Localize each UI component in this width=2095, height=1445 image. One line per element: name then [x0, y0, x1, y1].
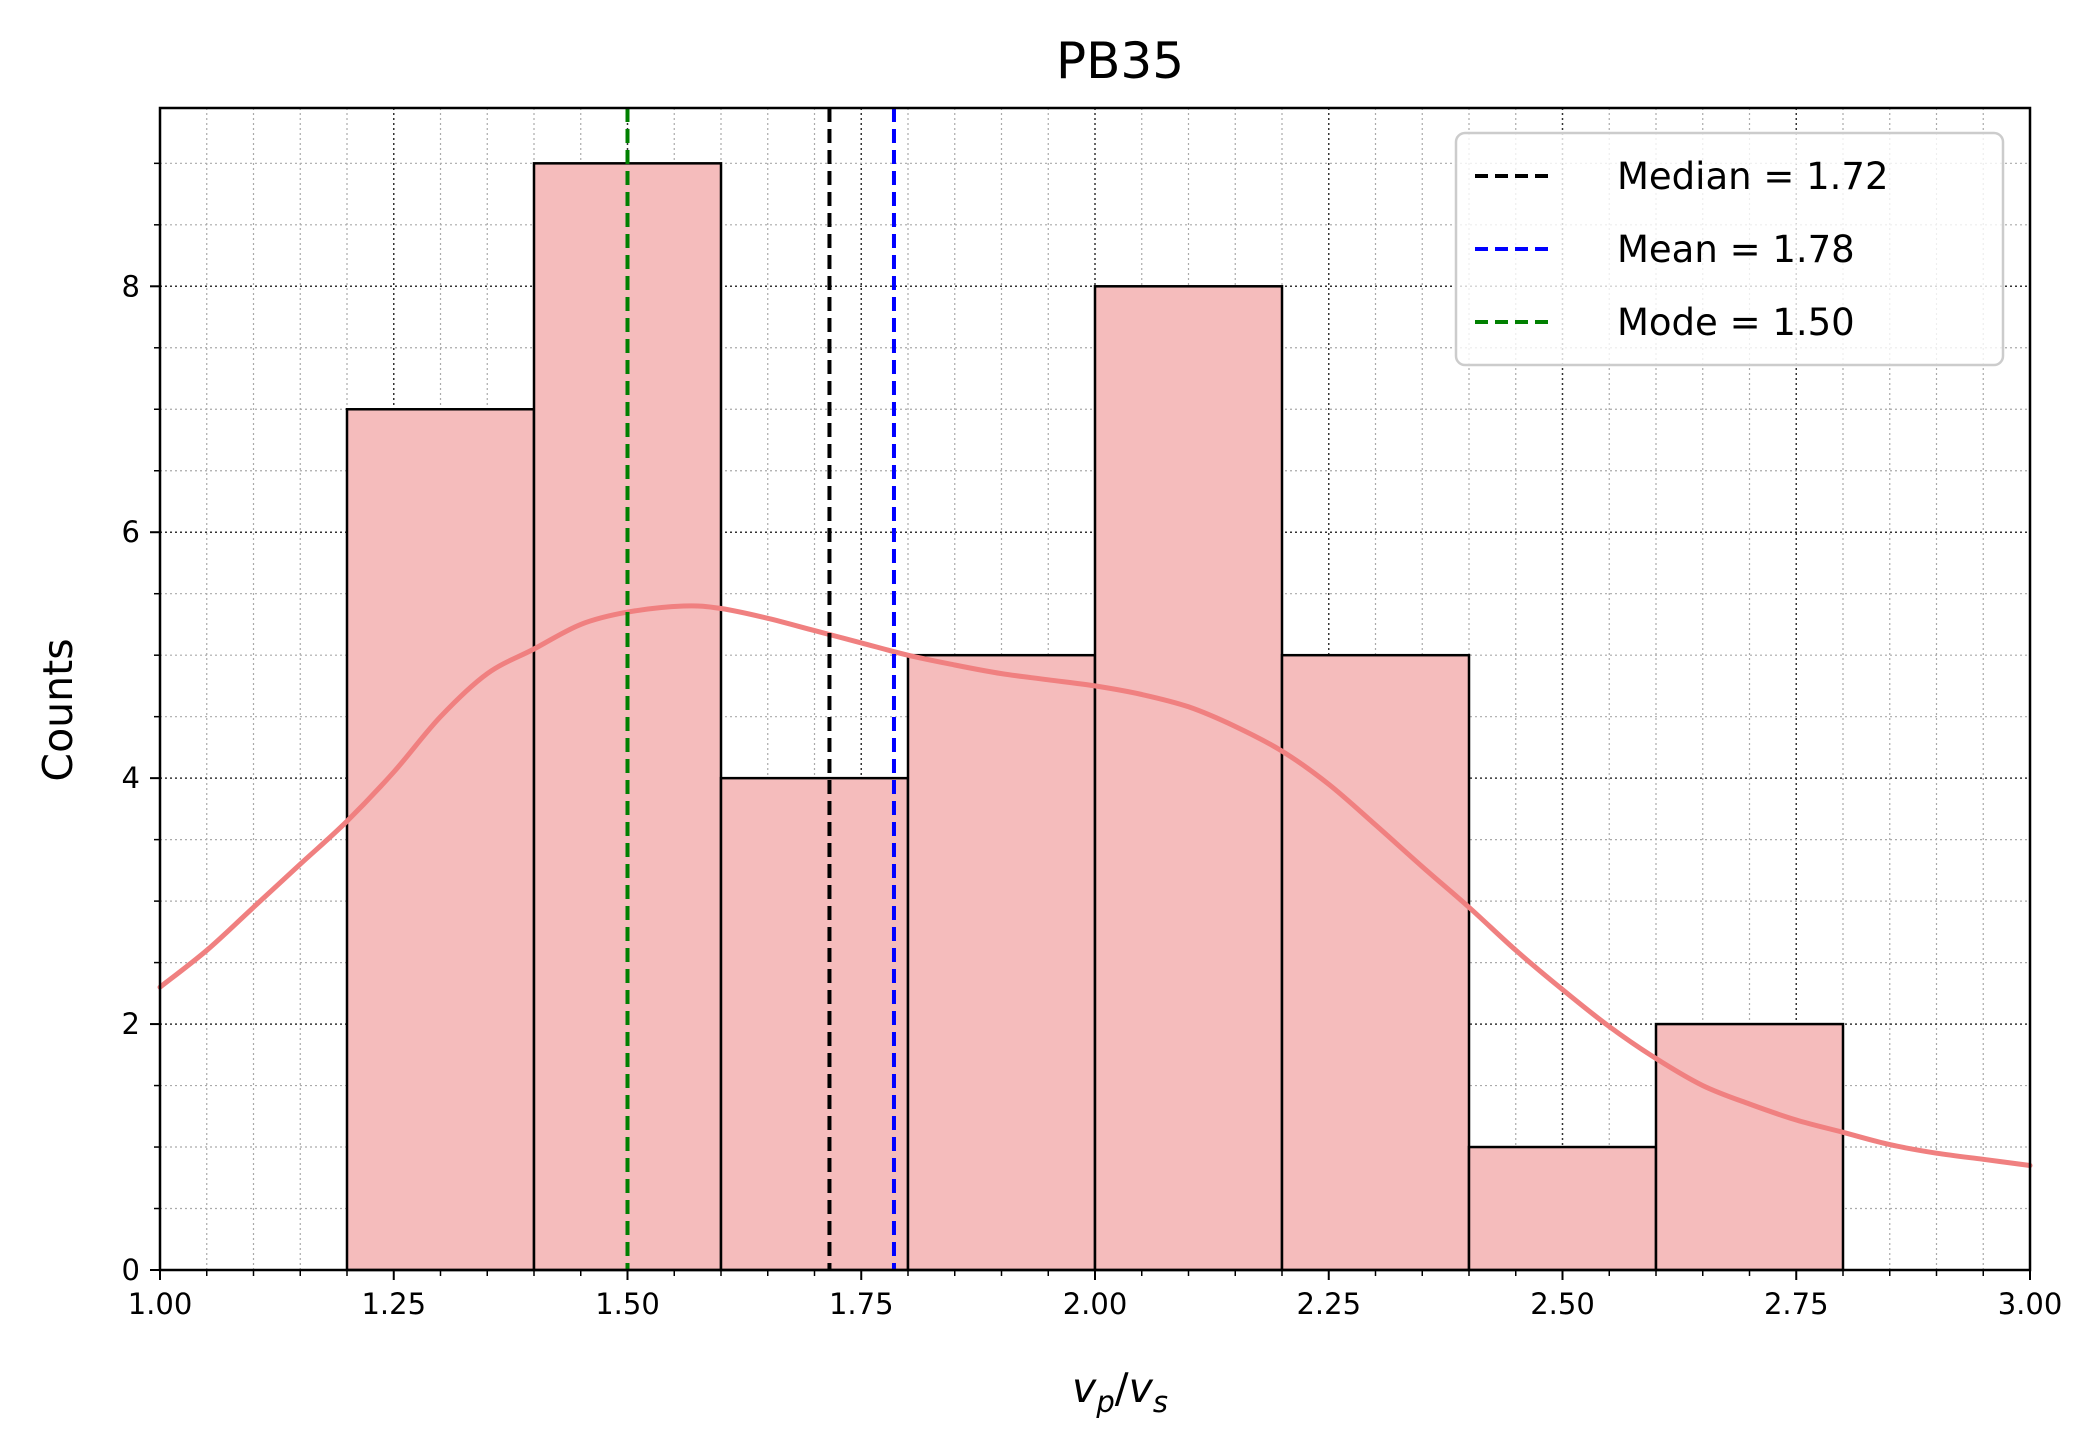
legend-median-label: Median = 1.72	[1617, 155, 1888, 198]
x-tick-label: 1.50	[595, 1287, 660, 1321]
histogram-bar	[906, 653, 1097, 1272]
legend-box	[1454, 131, 2005, 367]
histogram-bar	[1467, 1145, 1658, 1272]
x-tick-label: 2.00	[1063, 1287, 1128, 1321]
y-tick-label: 6	[122, 515, 140, 549]
histogram-bars	[345, 162, 1845, 1272]
axis-ticks: 1.00 1.25 1.50 1.75 2.00 2.25 2.50 2.75 3.00 0 2 4 6…	[122, 162, 2063, 1321]
chart-title: PB35	[1056, 32, 1184, 90]
legend-mode-label: Mode = 1.50	[1617, 301, 1855, 344]
kde-curve	[157, 603, 2033, 1168]
histogram-bar	[345, 408, 536, 1272]
x-label-sub-p: p	[1095, 1385, 1114, 1419]
x-tick-label: 1.00	[128, 1287, 193, 1321]
histogram-bar	[1654, 1022, 1845, 1272]
histogram-bar	[1280, 653, 1471, 1272]
x-tick-label: 1.25	[361, 1287, 426, 1321]
x-tick-label: 2.25	[1296, 1287, 1361, 1321]
y-tick-label: 8	[122, 269, 140, 303]
y-tick-label: 2	[122, 1007, 140, 1041]
legend-mean-label: Mean = 1.78	[1617, 228, 1855, 271]
plot-frame	[158, 106, 2032, 1272]
y-tick-label: 4	[122, 761, 140, 795]
x-tick-label: 2.50	[1530, 1287, 1595, 1321]
legend: Median = 1.72 Mean = 1.78 Mode = 1.50	[1454, 131, 2005, 367]
histogram-bar	[1093, 285, 1284, 1272]
x-label-var-2: v	[1129, 1364, 1154, 1412]
x-axis-label: vp/vs	[1072, 1364, 1168, 1419]
x-tick-label: 1.75	[829, 1287, 894, 1321]
statistic-lines	[625, 108, 896, 1270]
x-tick-label: 2.75	[1764, 1287, 1829, 1321]
x-tick-label: 3.00	[1998, 1287, 2063, 1321]
x-label-sub-s: s	[1153, 1385, 1168, 1419]
histogram-bar	[719, 776, 910, 1272]
x-label-sep: /	[1115, 1364, 1129, 1412]
x-label-var: v	[1072, 1364, 1097, 1412]
y-axis-label: Counts	[34, 638, 82, 781]
kde-curve-group	[157, 603, 2033, 1168]
y-tick-label: 0	[122, 1253, 140, 1287]
